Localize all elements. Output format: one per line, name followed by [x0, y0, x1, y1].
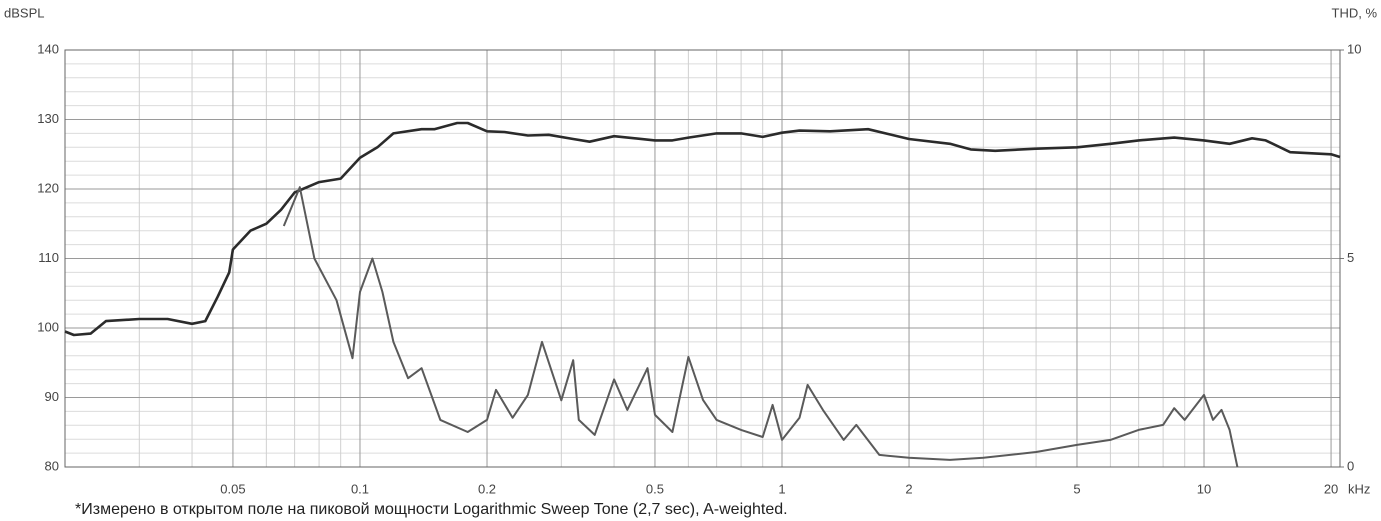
- x-tick-label: 0.5: [646, 481, 664, 496]
- y2-axis-label: THD, %: [1332, 5, 1378, 20]
- x-tick-label: 0.2: [478, 481, 496, 496]
- y-tick-label: 130: [37, 111, 59, 126]
- y2-tick-label: 10: [1347, 41, 1361, 56]
- series-line: [64, 121, 1341, 337]
- y2-tick-label: 5: [1347, 250, 1354, 265]
- series-line: [282, 186, 1239, 468]
- y-axis-label: dBSPL: [4, 5, 44, 20]
- y-tick-label: 100: [37, 319, 59, 334]
- x-tick-label: 2: [905, 481, 912, 496]
- footnote: *Измерено в открытом поле на пиковой мощ…: [75, 501, 788, 518]
- plot-frame: [64, 49, 1341, 468]
- x-tick-label: 5: [1073, 481, 1080, 496]
- x-axis-label: kHz: [1348, 481, 1370, 496]
- y-tick-label: 120: [37, 180, 59, 195]
- x-tick-label: 20: [1324, 481, 1338, 496]
- x-tick-label: 0.1: [351, 481, 369, 496]
- y2-tick-label: 0: [1347, 458, 1354, 473]
- x-tick-label: 1: [778, 481, 785, 496]
- y-tick-label: 140: [37, 41, 59, 56]
- y-tick-label: 80: [45, 458, 59, 473]
- x-tick-label: 10: [1197, 481, 1211, 496]
- x-tick-label: 0.05: [220, 481, 245, 496]
- y-tick-label: 90: [45, 389, 59, 404]
- y-tick-label: 110: [38, 250, 59, 265]
